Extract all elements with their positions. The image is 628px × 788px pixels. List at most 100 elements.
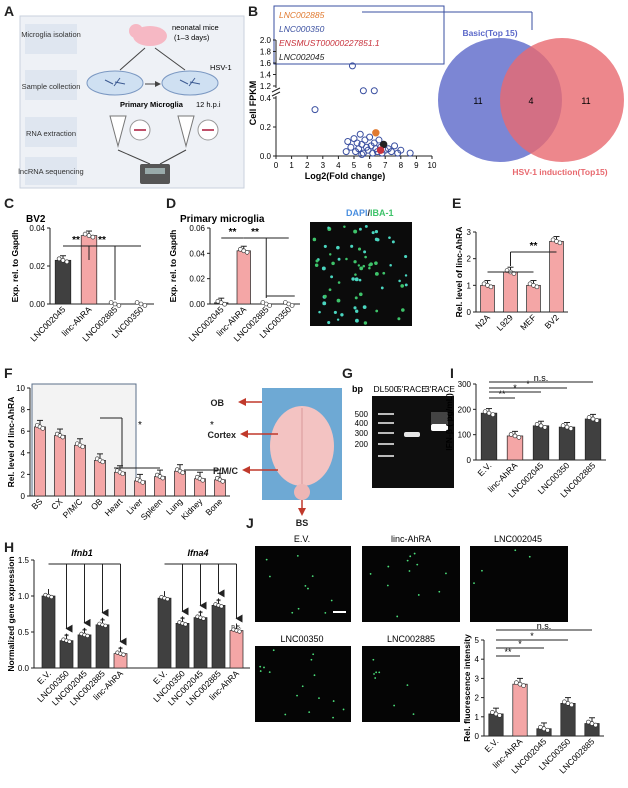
data-point [512, 433, 518, 439]
highlight-label-2: LNC000350 [279, 24, 325, 34]
bar [59, 640, 74, 669]
cell-dot [364, 255, 367, 259]
data-point [342, 148, 350, 156]
sig-label: ** [251, 227, 259, 238]
data-point [142, 303, 148, 308]
cell-dot [406, 559, 409, 562]
panel-letter-h-i: I [450, 365, 454, 381]
data-point [391, 142, 399, 150]
panel-b-venn: Basic(Top 15) HSV-1 induction(Top15) 11 … [438, 28, 624, 177]
cell-dot [330, 275, 334, 279]
j-image-350 [255, 646, 351, 722]
axis-break [271, 87, 281, 97]
x-tick-label: 6 [367, 161, 372, 170]
cell-dot [284, 713, 287, 716]
cell-dot [363, 250, 367, 254]
x-tick-label: 8 [399, 161, 404, 170]
x-tick-label: L929 [494, 312, 515, 333]
data-point [311, 106, 319, 114]
step-label-4: lncRNA sequencing [18, 167, 83, 176]
data-point [222, 301, 227, 307]
x-tick-label: OB [89, 496, 105, 512]
cell-dot [373, 673, 375, 675]
brain-label-bs: BS [296, 518, 309, 528]
cells-label: Primary Microglia [120, 100, 184, 109]
y-tick-label: 1.8 [260, 48, 272, 57]
y-tick-label: 1.0 [18, 592, 30, 601]
data-point [140, 480, 146, 485]
cell-dot [336, 245, 340, 250]
y-tick-label: 0.02 [189, 275, 205, 284]
y-tick-label: 2 [475, 694, 480, 703]
j-image-label-ev: E.V. [294, 534, 310, 544]
band-5race [404, 432, 420, 437]
cell-dot [362, 264, 366, 268]
venn-left-label: Basic(Top 15) [462, 28, 517, 38]
cell-dot [296, 694, 298, 697]
cell-dot [412, 713, 415, 716]
cell-dot [327, 321, 331, 325]
data-point [538, 423, 544, 429]
data-point [183, 622, 188, 627]
cell-dot [371, 231, 375, 235]
cell-dot [310, 658, 313, 661]
j-image-045 [470, 546, 568, 622]
sig-label: n.s. [537, 621, 552, 631]
cell-dot [353, 229, 358, 234]
data-point [557, 240, 563, 246]
highlight-legend-box [273, 5, 445, 65]
x-tick-label: LNC002045 [28, 304, 67, 343]
cell-dot [358, 278, 362, 282]
cell-dot [336, 318, 340, 321]
cell-dot [389, 263, 392, 267]
x-tick-label: 5 [352, 161, 357, 170]
j-image-ev [255, 546, 351, 622]
cell-dot [409, 555, 412, 558]
b-ylabel: Cell FPKM [248, 81, 258, 126]
y-tick-label: 0.02 [29, 262, 45, 271]
g-tick-200: 200 [355, 440, 369, 449]
data-point [516, 435, 522, 440]
cell-dot [268, 671, 271, 674]
data-point [366, 133, 374, 141]
y-tick-label: 0.0 [18, 664, 30, 673]
j-image-label-045: LNC002045 [494, 534, 542, 544]
cell-dot [404, 274, 408, 277]
d-stain-label: DAPI/IBA-1 [346, 208, 394, 218]
bar [41, 595, 56, 669]
step-box-4 [25, 157, 77, 185]
y-tick-label: 0 [21, 492, 26, 501]
highlight-point [379, 140, 388, 149]
data-point [370, 87, 378, 95]
cell-dot [324, 611, 327, 614]
data-point [350, 135, 358, 143]
cell-dot [528, 555, 531, 558]
data-point [560, 423, 566, 428]
cell-dot [321, 266, 326, 271]
group-label: Ifnb1 [71, 548, 93, 558]
venn-right-label: HSV-1 induction(Top15) [512, 167, 607, 177]
bar [503, 271, 518, 313]
cell-dot [265, 558, 268, 561]
x-tick-label: Bone [203, 496, 224, 517]
gel-image [372, 396, 454, 488]
cell-dot [342, 708, 345, 711]
cell-dot [358, 227, 362, 231]
panel-letter-a: A [4, 3, 14, 19]
step-box-3 [25, 117, 77, 147]
j-image-label-885: LNC002885 [387, 634, 435, 644]
cell-dot [514, 549, 517, 552]
g-tick-400: 400 [355, 419, 369, 428]
y-axis-label: Rel. fluorescence intensity [462, 634, 472, 742]
cell-dot [401, 308, 405, 312]
data-point [594, 418, 600, 423]
cell-dot [296, 554, 299, 557]
data-point [244, 250, 250, 255]
cell-dot [391, 240, 395, 244]
panel-letter-e: E [452, 195, 461, 211]
data-point [344, 138, 352, 145]
bar [94, 460, 106, 497]
sig-label: * [138, 420, 142, 431]
data-point [220, 478, 226, 484]
cell-dot [312, 237, 317, 242]
